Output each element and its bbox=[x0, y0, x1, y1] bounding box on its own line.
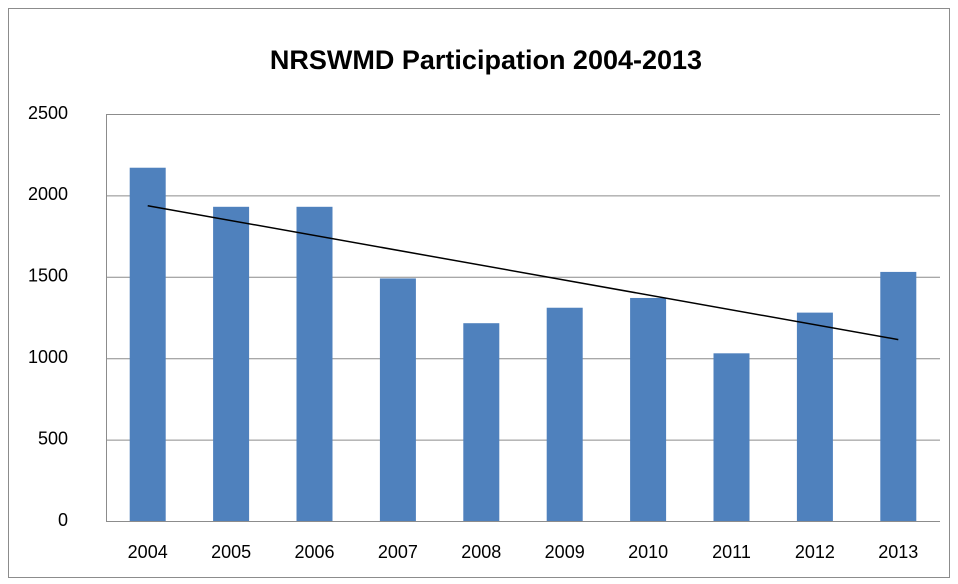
x-tick-label: 2005 bbox=[211, 542, 251, 562]
trendline bbox=[147, 204, 899, 341]
bar bbox=[630, 297, 667, 521]
x-tick-label: 2004 bbox=[128, 542, 168, 562]
bar bbox=[880, 271, 917, 521]
bar bbox=[796, 312, 833, 521]
y-tick-label: 1000 bbox=[28, 347, 68, 367]
y-tick-label: 2000 bbox=[28, 184, 68, 204]
bar bbox=[129, 167, 166, 521]
x-tick-label: 2011 bbox=[712, 542, 751, 562]
x-tick-label: 2006 bbox=[294, 542, 334, 562]
bar bbox=[546, 307, 583, 521]
x-tick-label: 2010 bbox=[628, 542, 668, 562]
x-tick-label: 2012 bbox=[795, 542, 835, 562]
bar bbox=[213, 206, 250, 521]
bar bbox=[379, 278, 416, 521]
y-tick-label: 1500 bbox=[28, 266, 68, 286]
y-tick-label: 500 bbox=[38, 428, 68, 448]
x-tick-label: 2007 bbox=[378, 542, 418, 562]
x-tick-label: 2008 bbox=[461, 542, 501, 562]
bar bbox=[296, 206, 333, 521]
bar bbox=[713, 353, 750, 521]
x-tick-label: 2009 bbox=[545, 542, 585, 562]
y-tick-label: 2500 bbox=[28, 103, 68, 123]
x-tick-label: 2013 bbox=[878, 542, 918, 562]
chart-title: NRSWMD Participation 2004-2013 bbox=[270, 45, 702, 75]
y-tick-label: 0 bbox=[58, 510, 68, 530]
bar bbox=[463, 323, 500, 521]
